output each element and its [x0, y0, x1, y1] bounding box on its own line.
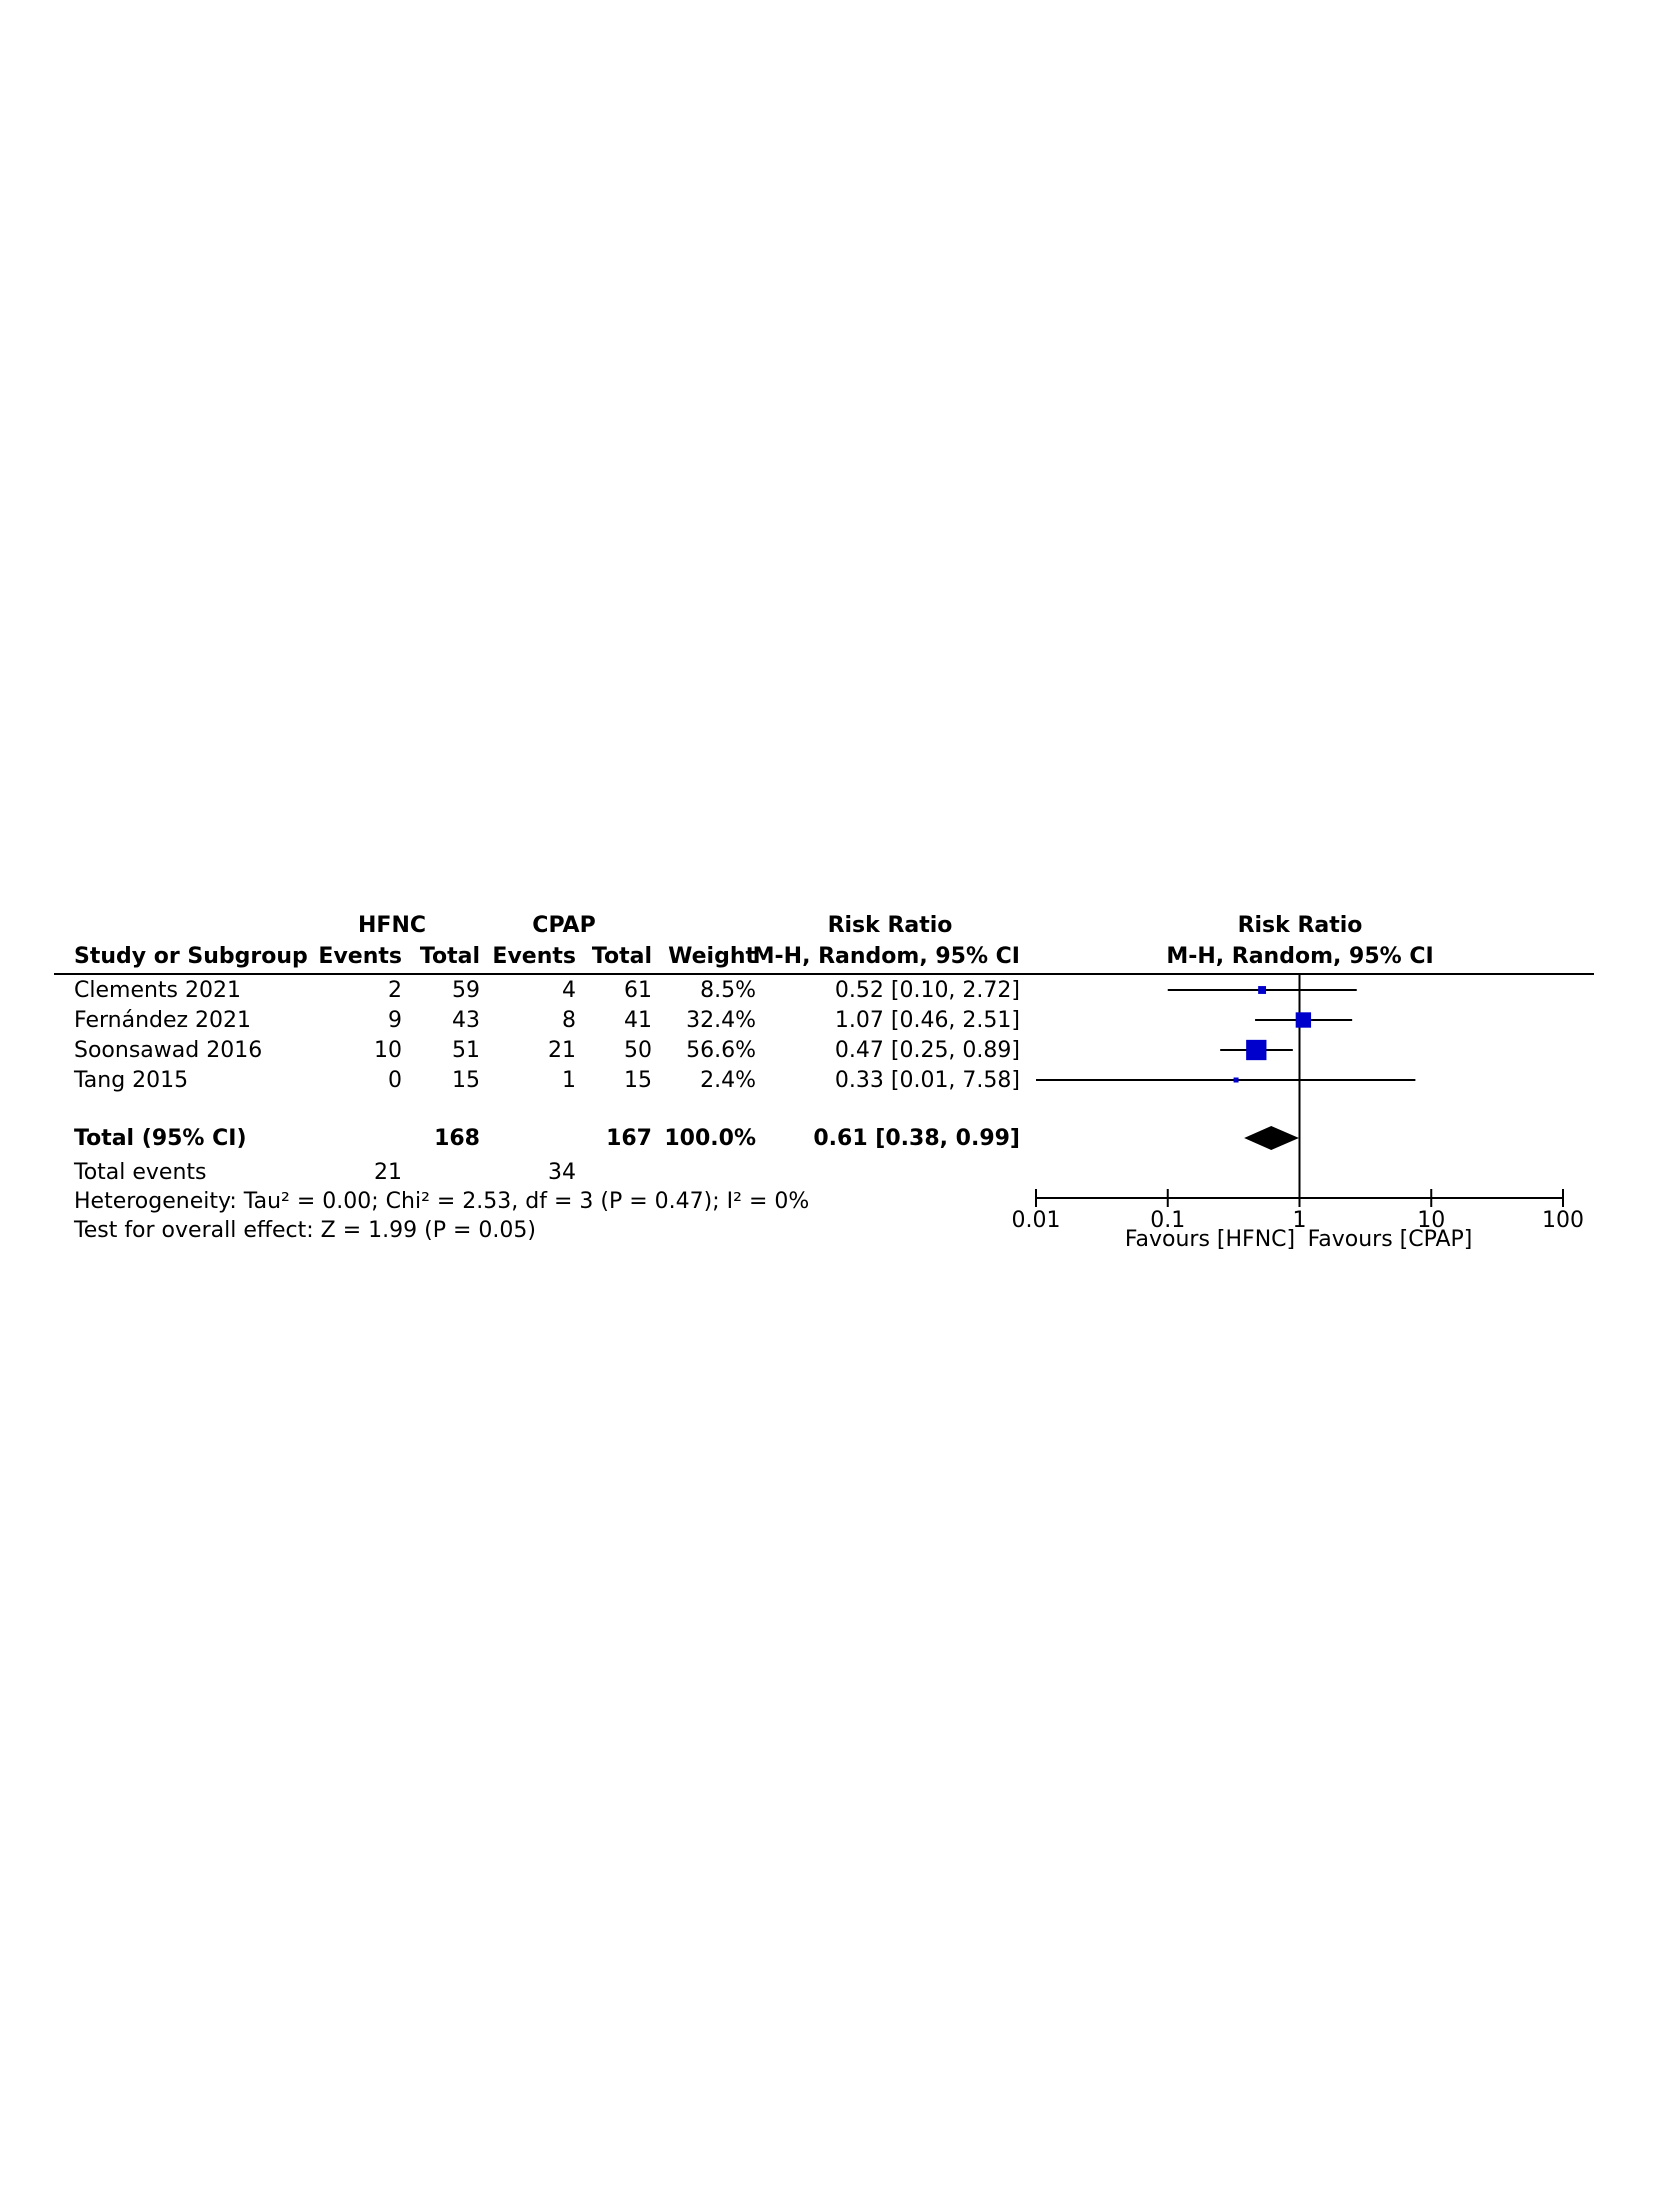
group1-header: HFNC	[358, 913, 426, 938]
x-tick-label: 1	[1293, 1208, 1307, 1233]
weight-header: Weight	[668, 944, 756, 969]
total2-cell: 61	[624, 978, 652, 1003]
rr-cell: 0.52 [0.10, 2.72]	[834, 978, 1020, 1003]
total-events-label: Total events	[74, 1160, 207, 1185]
x-tick-label: 0.01	[1012, 1208, 1061, 1233]
total1-cell: 59	[452, 978, 480, 1003]
total2-value: 167	[606, 1126, 652, 1151]
total1-cell: 15	[452, 1068, 480, 1093]
total1-cell: 43	[452, 1008, 480, 1033]
study-marker	[1258, 986, 1267, 994]
events2-cell: 1	[562, 1068, 576, 1093]
rr-method-header: M-H, Random, 95% CI	[752, 944, 1020, 969]
study-name: Soonsawad 2016	[74, 1038, 263, 1063]
group2-header: CPAP	[532, 913, 596, 938]
total-events1: 21	[374, 1160, 402, 1185]
pooled-diamond	[1244, 1126, 1299, 1150]
rr-cell: 0.47 [0.25, 0.89]	[834, 1038, 1020, 1063]
study-marker	[1246, 1039, 1267, 1061]
events1-cell: 2	[388, 978, 402, 1003]
weight-cell: 8.5%	[700, 978, 756, 1003]
events2-header: Events	[492, 944, 576, 969]
events1-cell: 10	[374, 1038, 402, 1063]
total-weight: 100.0%	[664, 1126, 756, 1151]
rr-cell: 0.33 [0.01, 7.58]	[834, 1068, 1020, 1093]
x-tick-label: 100	[1542, 1208, 1584, 1233]
study-name: Fernández 2021	[74, 1008, 252, 1033]
x-tick-label: 10	[1417, 1208, 1445, 1233]
total1-header: Total	[419, 944, 480, 969]
total-events2: 34	[548, 1160, 576, 1185]
rr-title-header: Risk Ratio	[827, 913, 953, 938]
study-marker	[1295, 1012, 1312, 1028]
events1-cell: 9	[388, 1008, 402, 1033]
events2-cell: 4	[562, 978, 576, 1003]
study-marker	[1233, 1077, 1239, 1083]
events2-cell: 8	[562, 1008, 576, 1033]
favours-left-label: Favours [HFNC]	[1125, 1227, 1295, 1252]
study-name: Clements 2021	[74, 978, 241, 1003]
rr-cell: 1.07 [0.46, 2.51]	[834, 1008, 1020, 1033]
events2-cell: 21	[548, 1038, 576, 1063]
events1-header: Events	[318, 944, 402, 969]
weight-cell: 56.6%	[686, 1038, 756, 1063]
favours-right-label: Favours [CPAP]	[1308, 1227, 1473, 1252]
total1-value: 168	[434, 1126, 480, 1151]
plot-title: Risk Ratio	[1238, 913, 1363, 938]
plot-subtitle: M-H, Random, 95% CI	[1166, 944, 1433, 969]
heterogeneity-text: Heterogeneity: Tau² = 0.00; Chi² = 2.53,…	[74, 1189, 810, 1214]
header-divider	[54, 973, 1594, 975]
overall-effect-text: Test for overall effect: Z = 1.99 (P = 0…	[74, 1218, 536, 1243]
total-label: Total (95% CI)	[74, 1126, 247, 1151]
total2-cell: 15	[624, 1068, 652, 1093]
weight-cell: 2.4%	[700, 1068, 756, 1093]
weight-cell: 32.4%	[686, 1008, 756, 1033]
total2-header: Total	[591, 944, 652, 969]
study-column-header: Study or Subgroup	[74, 944, 308, 969]
total1-cell: 51	[452, 1038, 480, 1063]
total2-cell: 41	[624, 1008, 652, 1033]
events1-cell: 0	[388, 1068, 402, 1093]
total2-cell: 50	[624, 1038, 652, 1063]
total-rr: 0.61 [0.38, 0.99]	[813, 1126, 1020, 1151]
x-tick-label: 0.1	[1150, 1208, 1185, 1233]
study-name: Tang 2015	[74, 1068, 189, 1093]
